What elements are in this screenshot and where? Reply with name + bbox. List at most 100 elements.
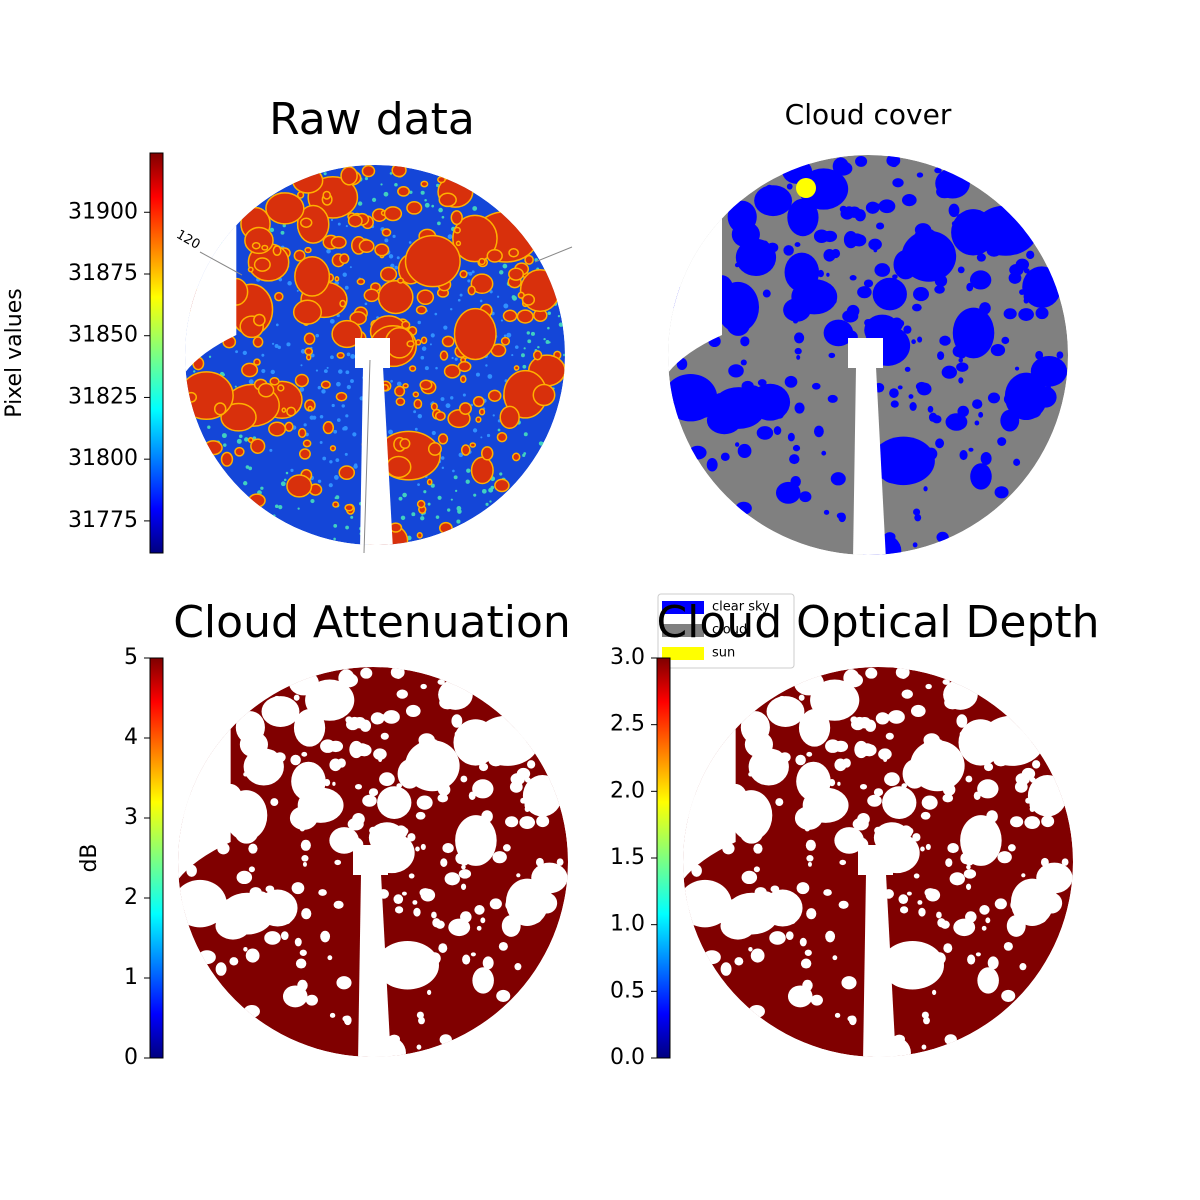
cloud-gap: [925, 683, 932, 690]
cloud-gap: [299, 949, 307, 956]
cloud-gap: [778, 892, 785, 899]
speckle: [326, 366, 329, 369]
cloud-gap: [480, 446, 494, 461]
cloud-gap: [295, 958, 307, 969]
cloud-gap: [994, 486, 1009, 499]
speckle: [303, 423, 307, 427]
cloud-gap: [293, 709, 326, 747]
cloud-gap: [806, 908, 817, 920]
cloud-gap: [416, 1011, 424, 1019]
cloud-gap: [882, 786, 917, 819]
speckle: [299, 387, 305, 392]
speckle: [430, 333, 435, 338]
speckle: [409, 190, 413, 194]
cloud-gap: [453, 226, 461, 234]
cloud-gap: [794, 806, 823, 830]
cloud-gap: [388, 1034, 400, 1044]
cloud-gap: [912, 833, 921, 842]
cloud-gap: [510, 773, 525, 785]
speckle: [523, 452, 527, 455]
cloud-gap: [270, 798, 279, 807]
speckle: [467, 279, 471, 283]
cloud-gap: [889, 834, 917, 865]
cloud-gap: [377, 280, 414, 315]
speckle: [333, 475, 339, 480]
cloud-gap: [513, 365, 520, 371]
colorbar-tick-label: 31900: [68, 199, 138, 224]
speckle: [420, 516, 425, 521]
speckle: [414, 427, 418, 431]
cloud-gap: [773, 426, 782, 435]
mask: [358, 874, 391, 1057]
cloud-gap: [951, 209, 996, 256]
cloud-gap: [198, 950, 216, 965]
speckle: [408, 241, 412, 244]
cloud-gap: [179, 900, 190, 911]
cloud-gap: [344, 503, 354, 512]
speckle: [499, 472, 503, 476]
speckle: [545, 340, 550, 344]
cloud-gap: [945, 858, 953, 867]
cloud-gap: [453, 719, 498, 766]
cloud-gap: [896, 319, 905, 327]
cloud-gap: [532, 383, 556, 407]
cloud-gap: [806, 855, 814, 862]
cloud-gap: [786, 931, 794, 941]
sky-image: [185, 165, 565, 545]
cloud-gap: [917, 336, 923, 343]
cloud-gap: [824, 694, 832, 702]
cloud-gap: [331, 319, 363, 349]
cloud-gap: [304, 246, 312, 254]
speckle: [346, 352, 351, 357]
speckle: [239, 434, 243, 439]
cloud-gap: [987, 392, 1001, 404]
cloud-gap: [420, 336, 428, 345]
speckle: [500, 319, 504, 322]
cloud-gap: [527, 760, 536, 769]
speckle: [245, 465, 250, 469]
cloud-gap: [457, 361, 472, 373]
cloud-gap: [516, 873, 521, 878]
cloud-gap: [289, 806, 318, 830]
cloud-gap: [1019, 962, 1027, 971]
cloud-gap: [784, 252, 820, 292]
cloud-gap: [416, 499, 426, 509]
cloud-gap: [435, 920, 445, 929]
cloud-gap: [903, 325, 912, 334]
cloud-gap: [288, 670, 319, 696]
speckle: [459, 453, 463, 457]
colorbar-tick-label: 5: [124, 645, 138, 670]
cloud-gap: [292, 299, 323, 325]
cloud-gap: [849, 275, 857, 281]
cloud-gap: [327, 955, 333, 961]
cloud-gap: [794, 402, 805, 414]
cloud-gap: [892, 274, 898, 280]
speckle: [435, 515, 440, 519]
cloud-gap: [469, 442, 477, 448]
cloud-gap: [501, 915, 521, 937]
speckle: [489, 500, 492, 503]
speckle: [537, 345, 540, 349]
cloud-gap: [460, 883, 467, 890]
legend-swatch: [662, 647, 704, 660]
colorbar-tick-label: 2: [124, 885, 138, 910]
cloud-gap: [799, 937, 807, 947]
cloud-gap: [924, 447, 938, 461]
cloud-gap: [347, 214, 363, 228]
panel-title: Raw data: [269, 94, 475, 145]
cloud-gap: [762, 749, 768, 755]
cloud-gap: [286, 474, 313, 498]
panel-title: Cloud Optical Depth: [656, 597, 1099, 648]
cloud-gap: [787, 915, 797, 925]
cloud-gap: [291, 761, 326, 801]
cloud-gap: [809, 914, 814, 919]
cloud-gap: [334, 859, 342, 866]
speckle: [323, 369, 328, 374]
cloud-gap: [947, 842, 959, 854]
cloud-gap: [356, 278, 366, 286]
cloud-gap: [307, 405, 313, 412]
cloud-gap: [467, 285, 476, 296]
speckle: [270, 369, 275, 375]
cloud-gap: [441, 335, 455, 348]
cloud-gap: [901, 194, 917, 207]
